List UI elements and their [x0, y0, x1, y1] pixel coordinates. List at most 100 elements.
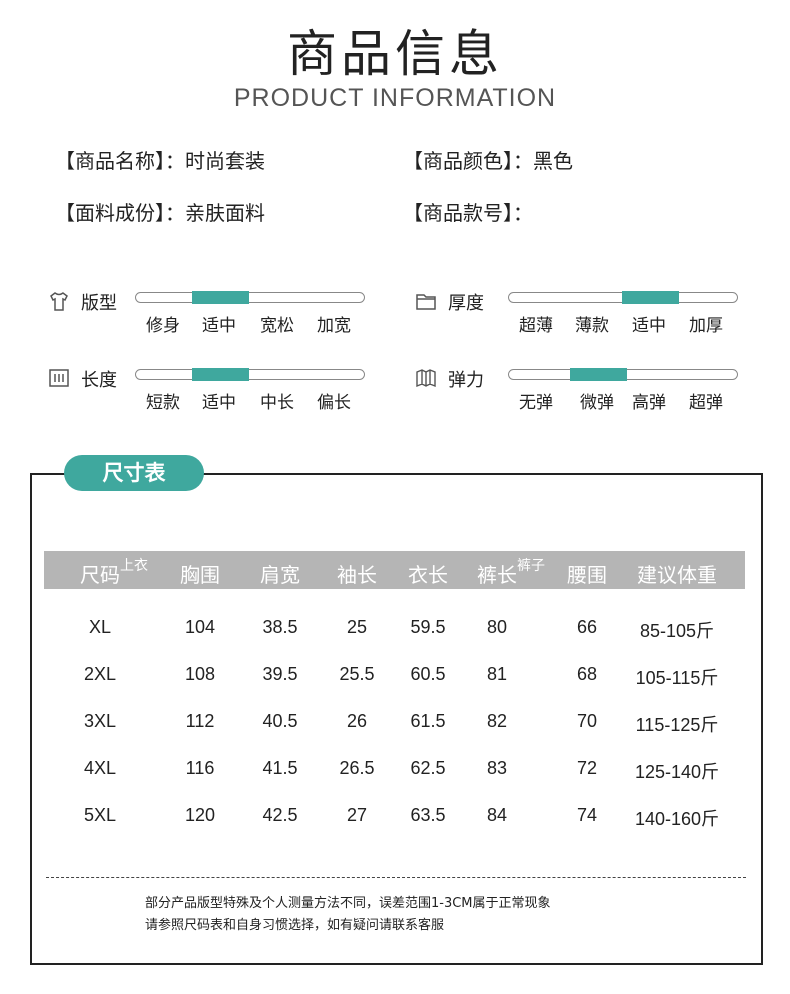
table-cell: XL: [88, 617, 112, 637]
header-text: 建议体重: [637, 563, 717, 587]
attribute-scale: [508, 368, 738, 381]
table-cell: 84: [486, 805, 508, 825]
table-cell: 38.5: [262, 617, 298, 637]
column-header: 裤长裤子: [477, 558, 545, 588]
attribute-option: 适中: [202, 393, 236, 413]
attribute-label: 版型: [81, 293, 117, 314]
column-header: 腰围: [567, 559, 607, 588]
tshirt-icon: [48, 290, 70, 312]
size-table-panel: [30, 473, 763, 965]
table-header: 尺码上衣 胸围 肩宽 袖长 衣长 裤长裤子 腰围 建议体重: [44, 551, 745, 589]
column-header: 袖长: [337, 559, 377, 588]
table-cell: 4XL: [83, 758, 117, 778]
header-text: 尺码: [80, 563, 120, 587]
table-cell: 80: [486, 617, 508, 637]
info-style-number: 【商品款号】：: [403, 197, 533, 226]
table-cell: 39.5: [262, 664, 298, 684]
attribute-option: 中长: [260, 393, 294, 413]
attribute-option: 修身: [146, 316, 180, 336]
attribute-option: 超弹: [689, 393, 723, 413]
column-header: 尺码上衣: [80, 558, 148, 588]
info-color: 【商品颜色】：黑色: [403, 145, 573, 174]
info-value: 亲肤面料: [185, 201, 265, 225]
attribute-label: 厚度: [448, 293, 484, 314]
table-cell: 5XL: [83, 805, 117, 825]
table-cell: 112: [185, 711, 215, 731]
table-cell: 2XL: [83, 664, 117, 684]
attribute-label: 弹力: [448, 370, 484, 391]
table-cell: 120: [184, 805, 216, 825]
attribute-scale: [508, 291, 738, 304]
attribute-option: 高弹: [632, 393, 666, 413]
attribute-label: 长度: [81, 370, 117, 391]
info-value: 黑色: [533, 149, 573, 173]
attribute-level-fill: [570, 368, 627, 381]
header-text: 衣长: [408, 563, 448, 587]
table-cell: 25: [346, 617, 368, 637]
table-cell: 68: [576, 664, 598, 684]
table-cell: 66: [576, 617, 598, 637]
table-cell: 25.5: [339, 664, 375, 684]
map-icon: [415, 367, 437, 389]
table-cell: 115-125斤: [635, 715, 719, 735]
table-cell: 61.5: [410, 711, 446, 731]
attribute-option: 微弹: [580, 393, 614, 413]
table-cell: 104: [184, 617, 216, 637]
page-title: 商品信息: [287, 25, 503, 83]
header-text: 胸围: [180, 563, 220, 587]
table-cell: 82: [486, 711, 508, 731]
attribute-option: 短款: [146, 393, 180, 413]
header-text: 袖长: [337, 563, 377, 587]
table-cell: 26.5: [339, 758, 375, 778]
attribute-scale: [135, 291, 365, 304]
info-value: 时尚套装: [185, 149, 265, 173]
note-line: 部分产品版型特殊及个人测量方法不同，误差范围1-3CM属于正常现象: [145, 896, 551, 911]
table-cell: 42.5: [262, 805, 298, 825]
attribute-option: 适中: [632, 316, 666, 336]
header-sup: 裤子: [517, 558, 545, 575]
table-cell: 63.5: [410, 805, 446, 825]
divider: [46, 877, 746, 878]
attribute-scale: [135, 368, 365, 381]
table-cell: 108: [184, 664, 216, 684]
table-cell: 74: [576, 805, 598, 825]
table-cell: 116: [185, 758, 215, 778]
table-cell: 41.5: [262, 758, 298, 778]
table-cell: 27: [346, 805, 368, 825]
folder-icon: [415, 290, 437, 312]
table-cell: 70: [576, 711, 598, 731]
attribute-level-fill: [622, 291, 679, 304]
size-table-tab: 尺寸表: [64, 455, 204, 491]
table-cell: 59.5: [410, 617, 446, 637]
attribute-option: 偏长: [317, 393, 351, 413]
column-header: 建议体重: [637, 559, 717, 588]
column-header: 肩宽: [260, 559, 300, 588]
info-label: 【商品颜色】：: [403, 149, 533, 173]
attribute-option: 加宽: [317, 316, 351, 336]
table-cell: 62.5: [410, 758, 446, 778]
info-label: 【面料成份】：: [55, 201, 185, 225]
table-cell: 105-115斤: [635, 668, 719, 688]
page-subtitle: PRODUCT INFORMATION: [233, 84, 557, 112]
table-cell: 140-160斤: [634, 809, 720, 829]
info-fabric: 【面料成份】：亲肤面料: [55, 197, 265, 226]
attribute-option: 超薄: [519, 316, 553, 336]
attribute-option: 薄款: [575, 316, 609, 336]
attribute-option: 宽松: [260, 316, 294, 336]
info-label: 【商品名称】：: [55, 149, 185, 173]
info-name: 【商品名称】：时尚套装: [55, 145, 265, 174]
note-line: 请参照尺码表和自身习惯选择，如有疑问请联系客服: [145, 918, 445, 933]
attribute-option: 加厚: [689, 316, 723, 336]
attribute-level-fill: [192, 368, 249, 381]
table-cell: 60.5: [410, 664, 446, 684]
header-sup: 上衣: [120, 558, 148, 575]
table-cell: 125-140斤: [634, 762, 720, 782]
table-cell: 81: [486, 664, 508, 684]
table-cell: 40.5: [262, 711, 298, 731]
header-text: 腰围: [567, 563, 607, 587]
table-cell: 83: [486, 758, 508, 778]
header-text: 肩宽: [260, 563, 300, 587]
header-text: 裤长: [477, 563, 517, 587]
column-header: 胸围: [180, 559, 220, 588]
table-cell: 72: [576, 758, 598, 778]
